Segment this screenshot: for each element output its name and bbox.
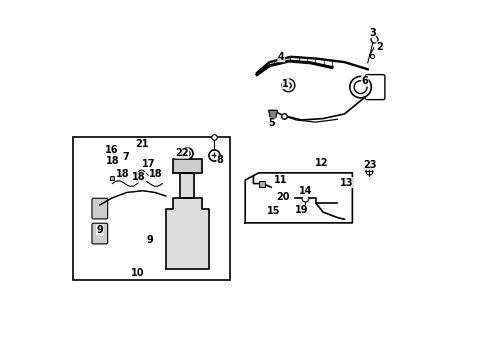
Text: 18: 18 xyxy=(105,157,119,166)
Polygon shape xyxy=(268,111,277,117)
Text: 12: 12 xyxy=(314,158,327,168)
FancyBboxPatch shape xyxy=(365,75,384,100)
Text: 3: 3 xyxy=(368,28,375,38)
Polygon shape xyxy=(173,158,201,173)
Polygon shape xyxy=(165,198,208,269)
Text: 22: 22 xyxy=(175,148,188,158)
Text: 10: 10 xyxy=(130,268,144,278)
Text: 2: 2 xyxy=(375,42,382,52)
Text: 15: 15 xyxy=(266,206,280,216)
Text: 17: 17 xyxy=(142,159,155,169)
Text: 9: 9 xyxy=(96,225,103,235)
Text: 9: 9 xyxy=(146,235,153,245)
Text: 19: 19 xyxy=(294,205,308,215)
Circle shape xyxy=(282,79,294,92)
Text: 5: 5 xyxy=(268,118,275,128)
Text: 20: 20 xyxy=(275,192,289,202)
Text: 8: 8 xyxy=(216,156,223,165)
Circle shape xyxy=(353,81,366,94)
Text: 18: 18 xyxy=(149,168,163,179)
Text: 18: 18 xyxy=(132,172,145,183)
Text: 7: 7 xyxy=(122,152,129,162)
Bar xyxy=(73,137,230,280)
FancyBboxPatch shape xyxy=(92,223,107,244)
Text: 21: 21 xyxy=(135,139,148,149)
Text: 4: 4 xyxy=(277,52,284,62)
Text: 23: 23 xyxy=(362,159,375,170)
Text: 16: 16 xyxy=(104,145,118,155)
Polygon shape xyxy=(180,173,194,198)
Circle shape xyxy=(349,76,370,98)
Text: 1: 1 xyxy=(282,78,288,89)
Text: 13: 13 xyxy=(339,177,352,188)
Text: 6: 6 xyxy=(361,76,367,86)
Text: 18: 18 xyxy=(115,169,129,179)
FancyBboxPatch shape xyxy=(92,198,107,219)
Text: 14: 14 xyxy=(299,186,312,197)
Text: 11: 11 xyxy=(273,175,286,185)
